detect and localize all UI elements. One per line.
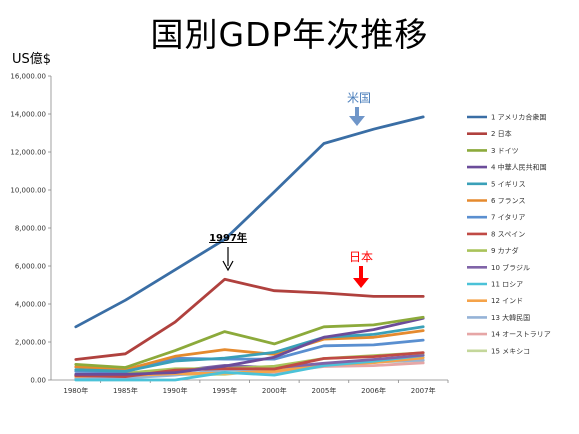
page-title: 国別GDP年次推移	[150, 15, 429, 54]
legend-entry: 5 イギリス	[491, 180, 526, 188]
legend-entry: 12 インド	[491, 297, 523, 305]
y-tick-label: 8,000.00	[15, 225, 46, 233]
annotation-1997-label: 1997年	[209, 231, 247, 244]
y-tick-label: 10,000.00	[10, 187, 46, 195]
series-lines	[74, 115, 425, 382]
y-tick-label: 0.00	[30, 377, 46, 385]
annotation-japan-label: 日本	[349, 250, 373, 264]
legend-entry: 11 ロシア	[491, 281, 523, 289]
legend: 1 アメリカ合衆国 2 日本 3 ドイツ 4 中華人民共和国 5 イギリス 6 フランス 7…	[467, 113, 551, 355]
series-line	[74, 316, 425, 376]
y-tick-label: 2,000.00	[15, 339, 46, 347]
series-line	[74, 277, 425, 361]
y-tick-label: 16,000.00	[10, 73, 46, 81]
x-tick-label: 2000年	[262, 386, 287, 395]
annotation-us-arrowhead	[349, 116, 365, 126]
axes: 0.00 2,000.00 4,000.00 6,000.00 8,000.00 10,0…	[10, 73, 449, 395]
series-line	[74, 315, 425, 369]
legend-entry: 10 ブラジル	[491, 263, 530, 272]
legend-entry: 8 スペイン	[491, 230, 525, 238]
legend-entry: 6 フランス	[491, 197, 526, 205]
legend-entry: 15 メキシコ	[491, 347, 530, 355]
y-tick-label: 6,000.00	[15, 263, 46, 271]
series-line	[74, 354, 425, 382]
y-unit-label: US億$	[12, 52, 52, 67]
series-line	[74, 115, 425, 329]
x-tick-label: 1980年	[63, 386, 88, 395]
x-tick-label: 1995年	[212, 386, 237, 395]
legend-entry: 9 カナダ	[491, 246, 519, 255]
y-tick-label: 12,000.00	[10, 149, 46, 157]
series-line	[74, 351, 425, 379]
x-tick-label: 2006年	[361, 386, 386, 395]
x-tick-label: 2007年	[411, 386, 436, 395]
annotation-japan-arrowhead	[353, 278, 369, 288]
x-tick-label: 1990年	[163, 386, 188, 395]
x-tick-label: 2005年	[312, 386, 337, 395]
legend-entry: 3 ドイツ	[491, 147, 519, 155]
annotation-1997-arrowhead	[222, 260, 234, 272]
series-line	[74, 329, 425, 372]
legend-entry: 2 日本	[491, 129, 512, 138]
legend-entry: 14 オーストラリア	[491, 331, 551, 339]
legend-entry: 13 大韓民国	[491, 313, 530, 322]
legend-entry: 1 アメリカ合衆国	[491, 113, 546, 122]
legend-entry: 7 イタリア	[491, 213, 525, 222]
annotation-us-label: 米国	[347, 91, 371, 105]
y-tick-label: 4,000.00	[15, 301, 46, 309]
series-line	[74, 325, 425, 373]
y-tick-label: 14,000.00	[10, 111, 46, 119]
x-tick-label: 1985年	[113, 386, 138, 395]
legend-entry: 4 中華人民共和国	[491, 163, 547, 172]
